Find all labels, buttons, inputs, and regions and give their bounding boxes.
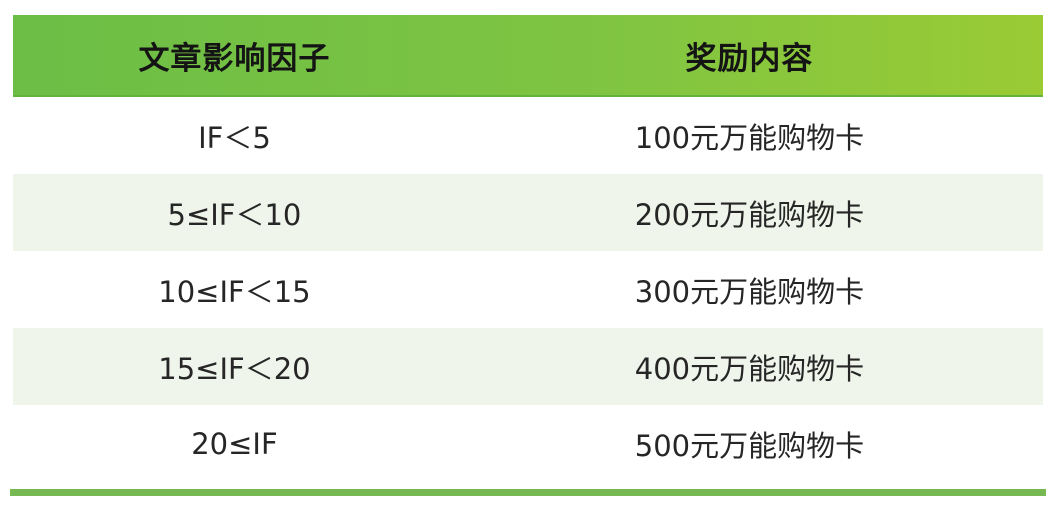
reward-cell: 500元万能购物卡: [634, 428, 865, 463]
header-reward: 奖励内容: [685, 40, 814, 77]
table-row: 20≤IF 500元万能购物卡: [13, 405, 1043, 482]
if-range-cell: IF＜5: [198, 120, 271, 155]
if-range-cell: 5≤IF＜10: [167, 197, 302, 232]
table-row: 5≤IF＜10 200元万能购物卡: [13, 174, 1043, 251]
reward-cell: 100元万能购物卡: [634, 120, 865, 155]
if-range-cell: 20≤IF: [191, 426, 278, 461]
if-range-cell: 10≤IF＜15: [158, 274, 311, 309]
table-row: 10≤IF＜15 300元万能购物卡: [13, 251, 1043, 328]
table-row: 15≤IF＜20 400元万能购物卡: [13, 328, 1043, 405]
reward-cell: 300元万能购物卡: [634, 274, 865, 309]
if-range-cell: 15≤IF＜20: [158, 351, 311, 386]
table-row: IF＜5 100元万能购物卡: [13, 97, 1043, 174]
bottom-accent-bar: [10, 489, 1046, 496]
table-header-row: 文章影响因子 奖励内容: [13, 15, 1043, 97]
header-impact-factor: 文章影响因子: [138, 40, 331, 77]
reward-table: 文章影响因子 奖励内容 IF＜5 100元万能购物卡 5≤IF＜10 200元万…: [13, 15, 1043, 482]
reward-cell: 200元万能购物卡: [634, 197, 865, 232]
reward-cell: 400元万能购物卡: [634, 351, 865, 386]
